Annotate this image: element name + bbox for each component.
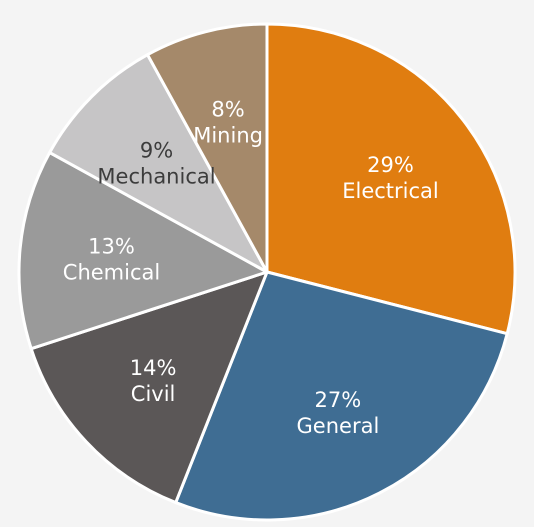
pie-slice-general xyxy=(174,270,509,522)
pie-slice-chemical xyxy=(17,151,269,351)
slice-percent-label-general: 27% xyxy=(315,388,362,412)
pie-slice-mining xyxy=(146,22,269,274)
pie-slice-mechanical xyxy=(48,53,269,274)
slice-percent-label-mechanical: 9% xyxy=(140,139,173,163)
slice-category-label-mechanical: Mechanical xyxy=(97,165,215,189)
slice-percent-label-electrical: 29% xyxy=(367,153,414,177)
slice-percent-label-mining: 8% xyxy=(211,98,244,122)
slice-category-label-general: General xyxy=(297,414,380,438)
slice-category-label-chemical: Chemical xyxy=(63,260,160,284)
labels-layer: 29%Electrical 27%General 14%Civil 13%Chemic… xyxy=(63,98,439,439)
slice-category-label-electrical: Electrical xyxy=(342,179,439,203)
slice-category-label-civil: Civil xyxy=(131,382,176,406)
slice-percent-label-chemical: 13% xyxy=(88,234,135,258)
pie-slice-electrical xyxy=(265,22,517,336)
slices-layer xyxy=(17,22,517,522)
slice-percent-label-civil: 14% xyxy=(130,356,177,380)
slice-category-label-mining: Mining xyxy=(193,124,263,148)
